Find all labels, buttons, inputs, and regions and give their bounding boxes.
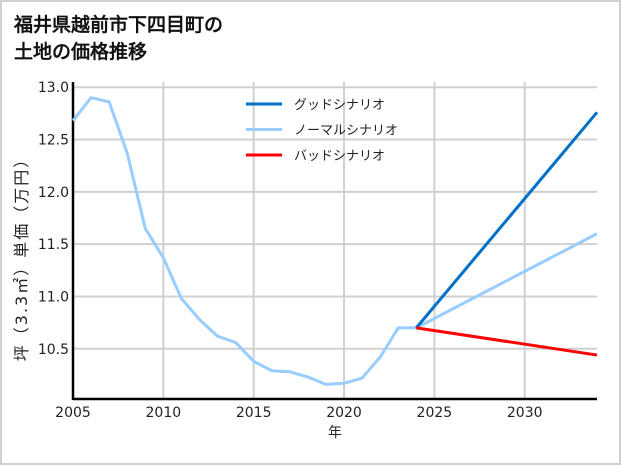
y-tick-label: 12.5 xyxy=(38,133,69,149)
x-tick-label: 2030 xyxy=(507,405,543,421)
chart-title-line-1: 福井県越前市下四目町の xyxy=(14,14,224,36)
legend-label: グッドシナリオ xyxy=(294,98,385,113)
y-tick-label: 11.5 xyxy=(38,237,69,253)
chart-title-line-2: 土地の価格推移 xyxy=(14,41,148,63)
chart-title: 福井県越前市下四目町の 土地の価格推移 xyxy=(14,12,223,66)
x-tick-label: 2025 xyxy=(417,405,453,421)
y-tick-label: 13.0 xyxy=(38,80,69,96)
y-tick-label: 12.0 xyxy=(38,185,69,201)
y-tick-label: 10.5 xyxy=(38,342,69,358)
legend-label: バッドシナリオ xyxy=(294,149,385,164)
legend-label: ノーマルシナリオ xyxy=(294,124,398,139)
series-line-0 xyxy=(415,111,599,329)
series-line-2 xyxy=(416,326,598,357)
x-axis-label: 年 xyxy=(328,425,342,441)
series-line-1 xyxy=(71,96,598,386)
x-tick-label: 2010 xyxy=(146,405,182,421)
y-tick-label: 11.0 xyxy=(38,289,69,305)
x-tick-label: 2015 xyxy=(236,405,272,421)
x-tick-label: 2020 xyxy=(326,405,362,421)
y-axis-label: 坪（3.3㎡）単価（万円） xyxy=(12,150,31,361)
x-tick-label: 2005 xyxy=(55,405,91,421)
